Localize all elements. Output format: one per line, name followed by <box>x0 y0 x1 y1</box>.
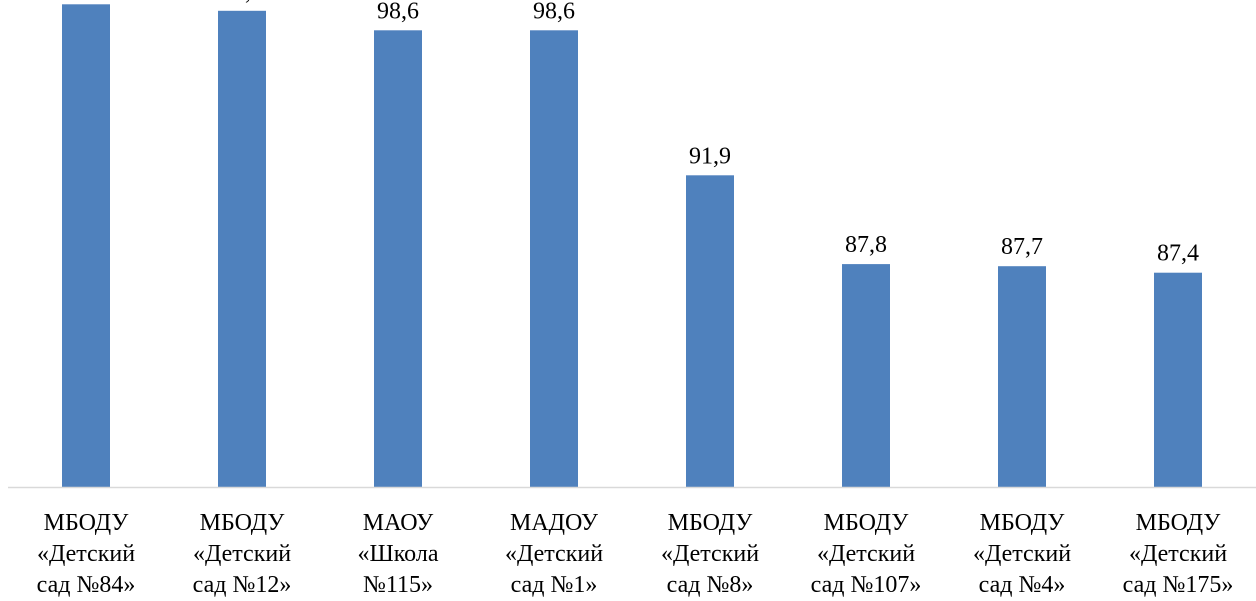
data-label: 98,6 <box>377 0 419 24</box>
x-tick-label: МБОДУ «Детский сад №8» <box>661 510 759 598</box>
x-tick-label: МАОУ «Школа №115» <box>358 510 439 598</box>
data-label: 87,8 <box>845 232 887 258</box>
x-tick-label: МБОДУ «Детский сад №84» <box>37 510 136 598</box>
bar <box>218 10 266 488</box>
x-tick-label-line: «Детский <box>973 541 1071 567</box>
x-tick-label-line: «Детский <box>661 541 759 567</box>
data-label: 99,5 <box>221 0 263 5</box>
data-label: 87,4 <box>1157 241 1199 267</box>
data-label: 87,7 <box>1001 234 1043 260</box>
x-tick-label-line: МАОУ <box>363 510 433 536</box>
x-tick-label-line: «Детский <box>193 541 291 567</box>
x-tick-label-line: МБОДУ <box>1136 510 1221 536</box>
x-tick-label-line: МАДОУ <box>510 510 598 536</box>
x-tick-labels-group: МБОДУ «Детский сад №84» МБОДУ «Детский сад №1… <box>37 510 1234 598</box>
x-tick-label-line: МБОДУ <box>824 510 909 536</box>
x-tick-label: МБОДУ «Детский сад №12» <box>193 510 292 598</box>
x-tick-label-line: сад №4» <box>979 572 1066 598</box>
x-tick-label-line: «Детский <box>1129 541 1227 567</box>
bar <box>374 30 422 488</box>
value-labels-group: 99,899,598,698,691,987,887,787,4 <box>221 0 1199 267</box>
x-tick-label-line: «Детский <box>37 541 135 567</box>
x-tick-label-line: сад №12» <box>193 572 292 598</box>
x-tick-label-line: МБОДУ <box>44 510 129 536</box>
x-tick-label-line: сад №175» <box>1123 572 1234 598</box>
x-tick-label-line: «Детский <box>505 541 603 567</box>
x-tick-label-line: «Школа <box>358 541 439 567</box>
bar <box>842 264 890 487</box>
x-tick-label: МАДОУ «Детский сад №1» <box>505 510 603 598</box>
x-tick-label-line: МБОДУ <box>668 510 753 536</box>
bars-group <box>62 4 1202 488</box>
x-tick-label-line: сад №1» <box>511 572 598 598</box>
x-tick-label: МБОДУ «Детский сад №107» <box>811 510 922 598</box>
data-label: 91,9 <box>689 143 731 169</box>
bar <box>998 266 1046 487</box>
x-tick-label-line: МБОДУ <box>200 510 285 536</box>
x-tick-label-line: №115» <box>363 572 433 598</box>
x-tick-label-line: сад №107» <box>811 572 922 598</box>
bar <box>62 4 110 488</box>
x-tick-label-line: МБОДУ <box>980 510 1065 536</box>
bar <box>1154 272 1202 487</box>
x-tick-label: МБОДУ «Детский сад №4» <box>973 510 1071 598</box>
x-tick-label-line: сад №84» <box>37 572 136 598</box>
bar <box>530 30 578 488</box>
bar <box>686 175 734 488</box>
x-tick-label-line: «Детский <box>817 541 915 567</box>
data-label: 98,6 <box>533 0 575 24</box>
x-tick-label: МБОДУ «Детский сад №175» <box>1123 510 1234 598</box>
x-tick-label-line: сад №8» <box>667 572 754 598</box>
